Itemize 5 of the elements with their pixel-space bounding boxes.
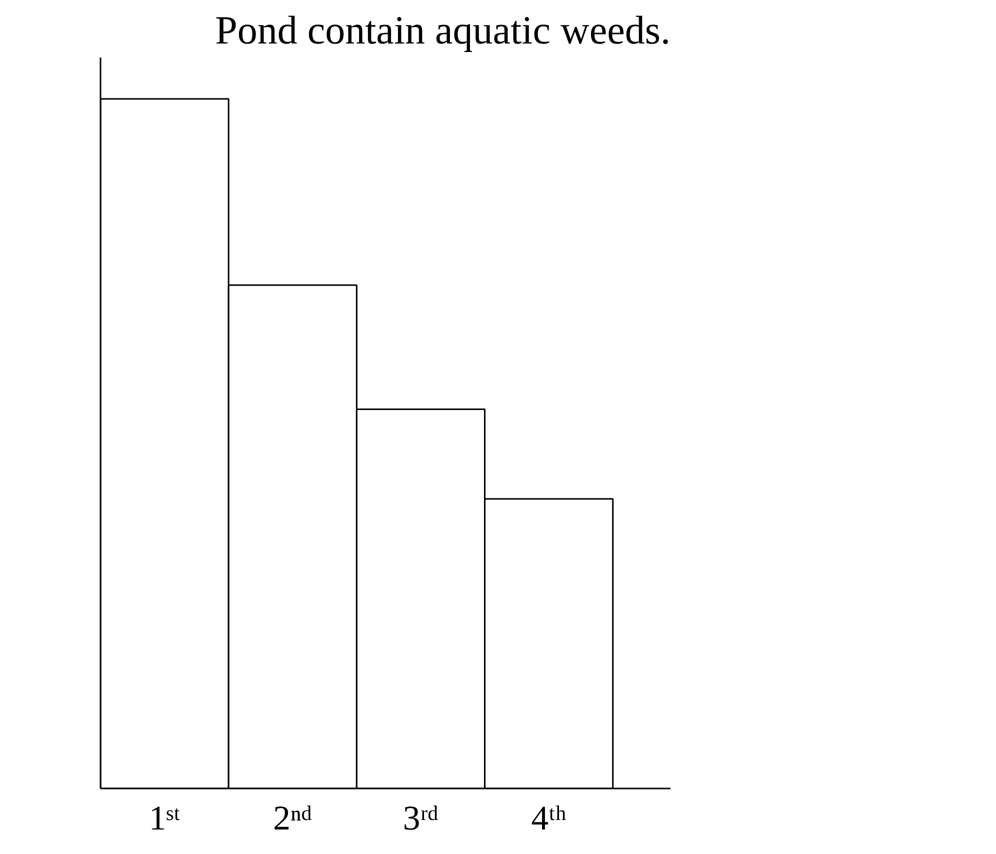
chart-title: Pond contain aquatic weeds. xyxy=(215,8,671,52)
x-tick-label: 2ⁿᵈ xyxy=(273,800,312,838)
x-tick-label: 4ᵗʰ xyxy=(531,800,566,838)
x-tick-label: 3ʳᵈ xyxy=(402,800,439,838)
x-tick-label: 1ˢᵗ xyxy=(148,800,181,838)
